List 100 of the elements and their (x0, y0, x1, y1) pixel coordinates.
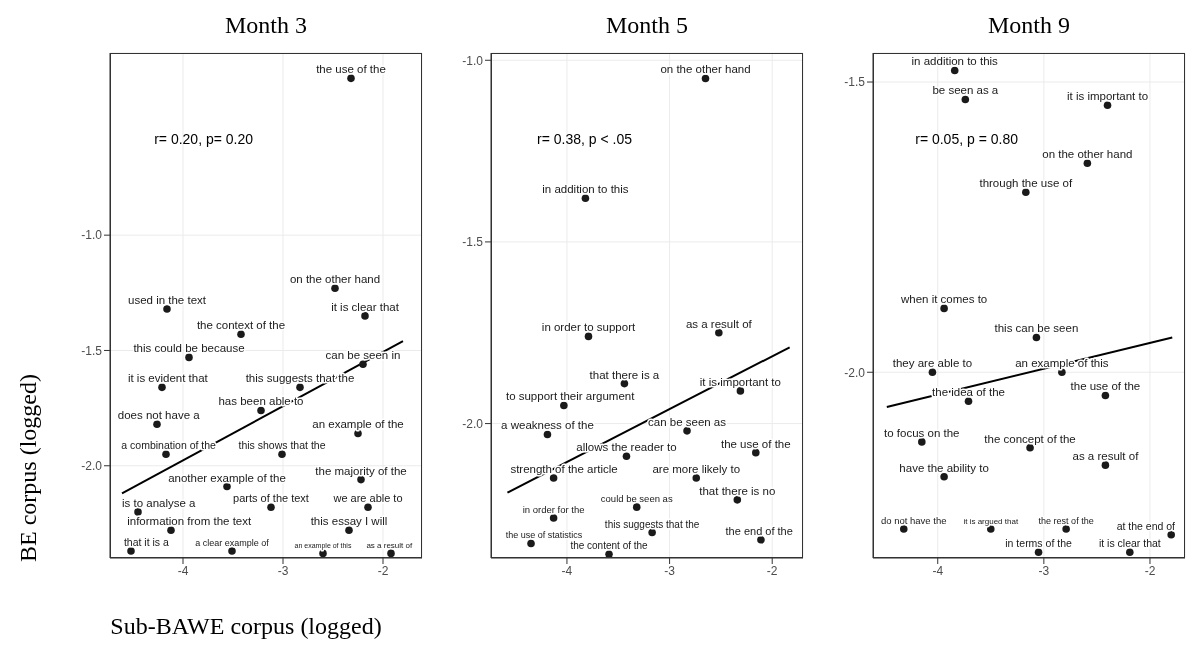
point (1034, 548, 1043, 556)
point (899, 525, 908, 533)
point (918, 438, 926, 446)
data-label: in addition to this (911, 55, 999, 68)
point (692, 474, 701, 482)
point (1032, 333, 1041, 342)
data-label: has been able to (218, 395, 304, 408)
data-label: in terms of the (1005, 537, 1072, 550)
data-label: the rest of the (1038, 515, 1094, 526)
point (549, 474, 558, 482)
data-label: the end of the (725, 524, 793, 537)
point (632, 503, 641, 511)
annotation: r= 0.20, p= 0.20 (154, 130, 254, 147)
chart-title: Month 9 (987, 12, 1071, 39)
x-tick-label: -4 (932, 563, 944, 578)
data-label: on the other hand (1042, 148, 1133, 161)
data-label: do not have the (881, 514, 947, 526)
point (278, 450, 286, 459)
point (163, 305, 171, 313)
data-label: can be seen as (648, 415, 727, 428)
point (1167, 531, 1175, 539)
point (622, 452, 631, 461)
data-label: the content of the (570, 540, 649, 552)
chart-title: Month 5 (605, 12, 689, 39)
data-label: it is clear that (331, 300, 400, 313)
data-label: could be seen as (600, 493, 673, 505)
data-label: are more likely to (652, 463, 741, 476)
data-label: this essay I will (310, 515, 388, 528)
chart-title: Month 3 (224, 12, 308, 39)
point (1083, 159, 1092, 168)
data-label: to support their argument (505, 390, 636, 403)
data-label: a clear example of (195, 538, 270, 549)
data-label: as a result of (366, 541, 413, 551)
point (127, 547, 135, 555)
y-tick-label: -1.5 (81, 343, 103, 358)
point (1126, 548, 1134, 556)
point (237, 330, 245, 339)
point (527, 539, 535, 548)
y-tick-label: -2.0 (844, 365, 866, 380)
y-tick-label: -1.0 (81, 228, 103, 243)
x-axis-title: Sub-BAWE corpus (logged) (110, 612, 382, 640)
data-label: that there is a (589, 368, 660, 381)
point (581, 194, 590, 203)
point (940, 472, 948, 481)
data-label: the use of statistics (505, 530, 583, 541)
point (733, 496, 742, 504)
point (267, 503, 275, 512)
x-tick-label: -4 (561, 563, 573, 578)
data-label: this suggests that the (245, 372, 355, 385)
data-label: it is evident that (127, 372, 209, 385)
point (134, 508, 142, 516)
point (387, 549, 395, 558)
y-tick-label: -1.0 (462, 53, 484, 68)
point (162, 450, 170, 459)
point (605, 550, 613, 558)
point (584, 332, 593, 341)
data-label: at the end of (1116, 519, 1176, 532)
data-label: be seen as a (932, 84, 999, 97)
point (549, 514, 558, 522)
y-tick-label: -1.5 (844, 75, 866, 90)
data-label: the concept of the (984, 432, 1076, 445)
point (961, 95, 970, 104)
data-label: we are able to (332, 492, 403, 505)
data-label: strength of the article (510, 463, 618, 476)
data-label: the majority of the (315, 464, 407, 477)
data-label: that there is no (699, 484, 776, 497)
y-axis-title: BE corpus (logged) (14, 374, 42, 562)
annotation: r= 0.05, p = 0.80 (915, 130, 1018, 147)
data-label: to focus on the (884, 426, 960, 439)
data-label: an example of the (312, 418, 404, 431)
data-label: used in the text (128, 293, 207, 306)
point (167, 526, 175, 535)
point (560, 401, 568, 410)
data-label: on the other hand (289, 273, 381, 286)
point (715, 328, 723, 337)
x-tick-label: -3 (1038, 563, 1050, 578)
point (1101, 461, 1110, 469)
point (701, 74, 710, 83)
point (928, 368, 937, 377)
data-label: this suggests that the (604, 518, 700, 530)
data-label: a weakness of the (501, 419, 594, 432)
point (950, 66, 959, 75)
data-label: does not have a (117, 409, 201, 422)
data-label: this could be because (133, 342, 245, 355)
point (347, 74, 355, 83)
y-tick-label: -2.0 (81, 459, 103, 474)
point (257, 406, 265, 415)
data-label: it is argued that (963, 516, 1019, 526)
point (543, 430, 552, 439)
x-tick-label: -2 (766, 563, 778, 578)
annotation: r= 0.38, p < .05 (537, 130, 633, 147)
data-label: through the use of (979, 177, 1073, 190)
data-label: in order for the (522, 504, 585, 516)
y-tick-label: -1.5 (462, 235, 484, 250)
point (757, 536, 765, 544)
data-label: this can be seen (994, 322, 1079, 335)
data-label: another example of the (168, 471, 286, 484)
point (1022, 188, 1030, 197)
point (185, 353, 193, 362)
data-label: when it comes to (899, 293, 988, 306)
